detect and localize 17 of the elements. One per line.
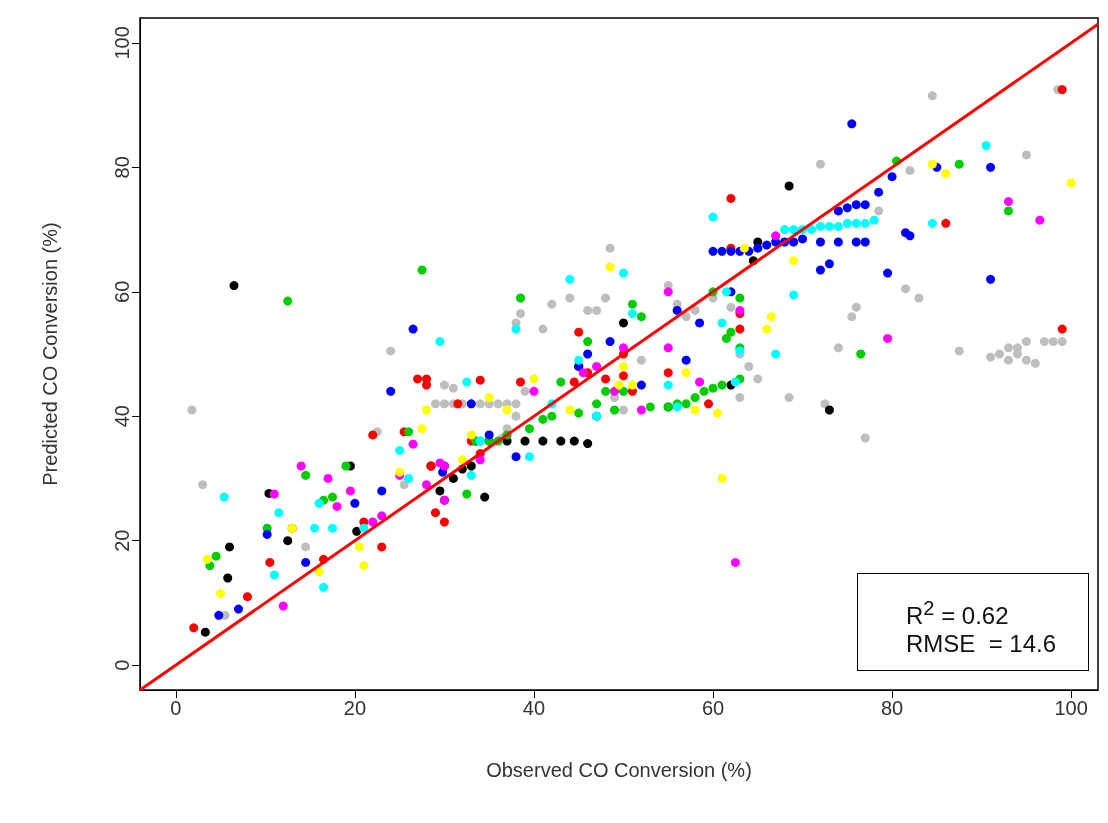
y-tick-label: 80	[111, 156, 133, 179]
x-tick-label: 60	[701, 697, 725, 719]
y-tick-label: 60	[111, 280, 133, 303]
y-tick-label: 0	[111, 659, 133, 671]
text-box: R$^{2}$ = 0.62 RMSE = 14.6	[857, 573, 1089, 671]
x-tick-label: 20	[343, 697, 366, 719]
x-tick-label: 100	[1054, 697, 1088, 719]
y-tick-label: 40	[111, 405, 133, 428]
x-tick-label: 40	[522, 697, 546, 719]
y-axis-title: Predicted CO Conversion (%)	[39, 222, 61, 486]
x-tick-label: 0	[170, 697, 182, 719]
y-tick-label: 20	[111, 529, 133, 552]
y-tick-label: 100	[111, 26, 133, 60]
x-axis-title: Observed CO Conversion (%)	[486, 759, 752, 781]
annotation: RMSE = 14.6	[906, 630, 1058, 658]
annotation: R$^{2}$ = 0.62	[906, 596, 1010, 630]
x-tick-label: 80	[880, 697, 904, 719]
